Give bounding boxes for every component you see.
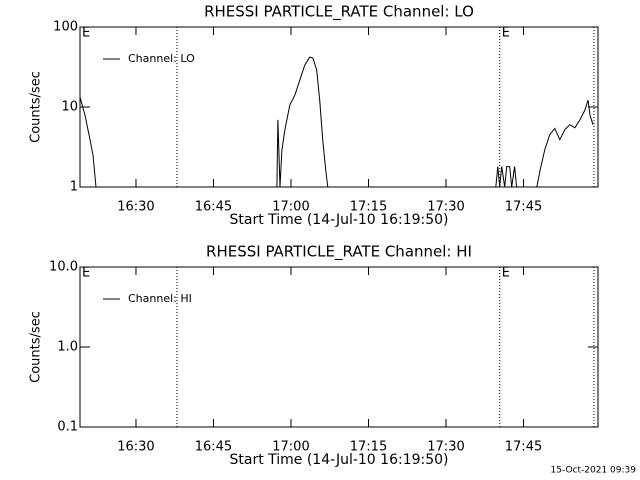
footer: 15-Oct-2021 09:39 [551,466,637,476]
x-axis-label: Start Time (14-Jul-10 16:19:50) [229,452,448,468]
flag-label: E [502,266,510,281]
x-tick-label: 17:15 [350,200,387,215]
x-tick-label: 16:45 [195,440,232,455]
y-tick-label: 10 [61,100,78,115]
flag-label: E [82,26,90,41]
x-tick-label: 17:30 [427,200,464,215]
x-axis-label: Start Time (14-Jul-10 16:19:50) [229,212,448,228]
x-tick-label: 17:00 [272,200,309,215]
legend-label: Channel: HI [128,292,192,305]
legend-label: Channel: LO [128,52,195,65]
x-tick-label: 17:30 [427,440,464,455]
y-tick-label: 10.0 [49,260,78,275]
y-tick-label: 1.0 [57,340,78,355]
chart-title: RHESSI PARTICLE_RATE Channel: LO [204,3,474,22]
x-tick-label: 17:00 [272,440,309,455]
flag-label: E [82,266,90,281]
flag-label: E [502,26,510,41]
y-tick-label: 100 [53,20,78,35]
x-tick-label: 16:30 [117,200,154,215]
x-tick-label: 17:15 [350,440,387,455]
y-tick-label: 1 [70,180,78,195]
y-tick-label: 0.1 [57,420,78,435]
y-axis-label: Counts/sec [29,311,44,383]
x-tick-label: 16:30 [117,440,154,455]
chart-title: RHESSI PARTICLE_RATE Channel: HI [206,243,472,262]
x-tick-label: 16:45 [195,200,232,215]
y-axis-label: Counts/sec [29,71,44,143]
data-line [79,56,594,188]
x-tick-label: 17:45 [505,440,542,455]
x-tick-label: 17:45 [505,200,542,215]
